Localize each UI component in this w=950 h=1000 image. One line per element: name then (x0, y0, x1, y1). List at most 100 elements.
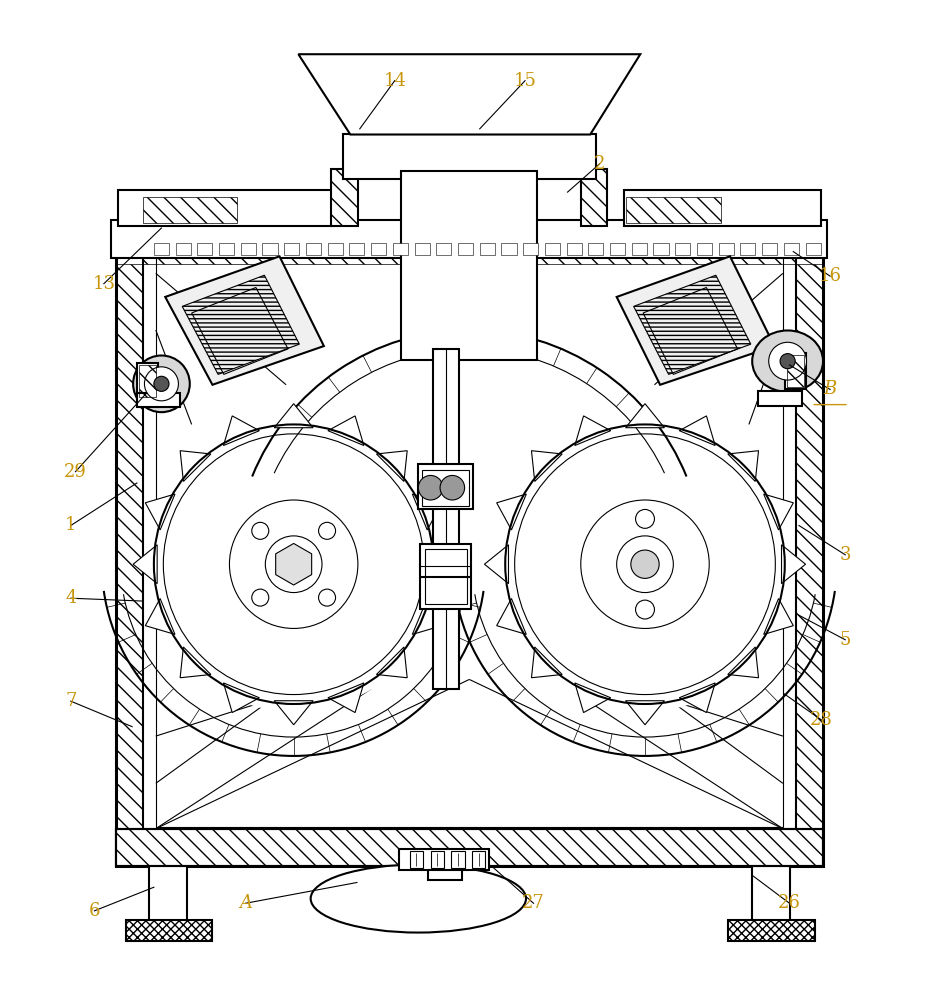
Polygon shape (145, 494, 175, 530)
Polygon shape (223, 416, 259, 446)
Polygon shape (764, 599, 793, 634)
Bar (142, 197, 237, 223)
Polygon shape (275, 701, 314, 725)
Text: 29: 29 (64, 463, 87, 481)
Bar (626, 197, 720, 223)
Bar (430, 851, 444, 868)
Bar (740, 243, 755, 255)
Bar (343, 134, 596, 179)
Bar (420, 544, 471, 609)
Text: 7: 7 (66, 692, 76, 710)
Bar (566, 243, 581, 255)
Bar (588, 243, 603, 255)
Bar (418, 464, 473, 509)
Bar (432, 349, 459, 689)
Circle shape (154, 376, 169, 391)
Bar (624, 190, 821, 226)
Bar (149, 865, 187, 923)
Polygon shape (575, 416, 611, 446)
Bar (718, 243, 733, 255)
Bar (154, 243, 169, 255)
Bar (545, 243, 560, 255)
Bar (480, 243, 495, 255)
Bar (758, 391, 802, 406)
Bar (784, 243, 799, 255)
Bar (350, 243, 365, 255)
Ellipse shape (311, 865, 526, 933)
Text: 2: 2 (594, 155, 605, 173)
Bar (306, 243, 321, 255)
Polygon shape (412, 494, 442, 530)
Bar (176, 243, 191, 255)
Text: 6: 6 (88, 902, 100, 920)
Circle shape (252, 589, 269, 606)
Text: 4: 4 (66, 589, 76, 607)
Bar (262, 243, 277, 255)
Polygon shape (430, 545, 454, 584)
Text: 28: 28 (810, 711, 833, 729)
Bar (422, 470, 469, 506)
Polygon shape (275, 404, 314, 428)
Bar (125, 920, 213, 941)
Text: 15: 15 (514, 72, 537, 90)
Circle shape (252, 522, 269, 539)
Circle shape (418, 475, 443, 500)
Polygon shape (328, 416, 364, 446)
Polygon shape (376, 451, 408, 481)
Bar (787, 355, 804, 387)
Polygon shape (298, 54, 640, 134)
Bar (198, 243, 213, 255)
Circle shape (769, 342, 807, 380)
Bar (332, 169, 358, 226)
Bar (796, 264, 823, 840)
Circle shape (580, 500, 710, 628)
Bar (111, 220, 827, 258)
Polygon shape (180, 647, 211, 678)
Bar (697, 243, 712, 255)
Polygon shape (133, 545, 157, 584)
Text: 3: 3 (840, 546, 851, 564)
Bar (458, 243, 473, 255)
Bar (393, 243, 408, 255)
Bar (428, 861, 462, 880)
Circle shape (617, 536, 674, 593)
Bar (610, 243, 625, 255)
Bar (436, 243, 451, 255)
Text: 14: 14 (383, 72, 407, 90)
Text: 26: 26 (778, 894, 801, 912)
Text: 13: 13 (92, 275, 115, 293)
Bar (137, 393, 180, 407)
Polygon shape (782, 545, 806, 584)
Polygon shape (145, 599, 175, 634)
Bar (284, 243, 299, 255)
Bar (414, 243, 429, 255)
Polygon shape (497, 599, 526, 634)
Bar (425, 549, 466, 604)
Circle shape (318, 522, 335, 539)
Ellipse shape (752, 330, 823, 392)
Polygon shape (575, 683, 611, 713)
Bar (332, 169, 358, 226)
Bar (328, 243, 343, 255)
Bar (580, 169, 607, 226)
Bar (137, 363, 158, 399)
Polygon shape (679, 416, 715, 446)
Polygon shape (223, 683, 259, 713)
Bar (401, 171, 538, 360)
Circle shape (146, 417, 441, 712)
Bar (675, 243, 691, 255)
Circle shape (230, 500, 358, 628)
Polygon shape (531, 647, 562, 678)
Polygon shape (728, 451, 758, 481)
Polygon shape (497, 494, 526, 530)
Polygon shape (180, 451, 211, 481)
Bar (371, 243, 387, 255)
Bar (240, 243, 256, 255)
Bar (219, 243, 234, 255)
Circle shape (265, 536, 322, 593)
Bar (762, 243, 777, 255)
Polygon shape (412, 599, 442, 634)
Text: B: B (824, 380, 837, 398)
Bar (142, 840, 796, 866)
Bar (580, 169, 607, 226)
